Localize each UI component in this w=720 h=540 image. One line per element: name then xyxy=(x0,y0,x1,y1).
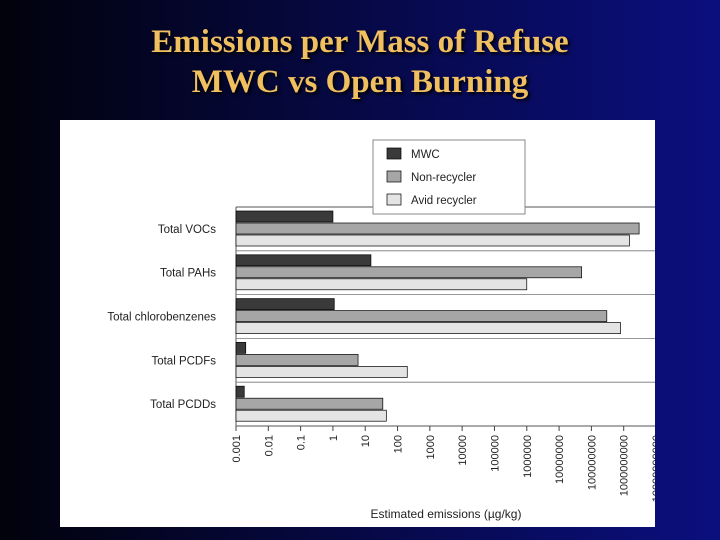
x-tick-label: 100000 xyxy=(489,435,501,472)
legend-label: MWC xyxy=(411,149,440,161)
emissions-bar-chart: Total VOCs Total PAHs Total chlorobenzenes… xyxy=(107,139,655,521)
category-label: Total VOCs xyxy=(158,224,216,236)
bar-non-recycler xyxy=(235,266,583,279)
x-tick-label: 0.1 xyxy=(296,435,308,450)
bar-mwc xyxy=(235,385,245,398)
bar-avid-recycler xyxy=(235,322,621,334)
x-tick-label: 0.01 xyxy=(263,435,275,456)
x-tick-label: 1000 xyxy=(425,435,437,459)
bar-avid-recycler xyxy=(235,366,408,378)
bar-non-recycler xyxy=(235,397,384,410)
x-tick-label: 0.001 xyxy=(231,435,243,463)
legend-swatch xyxy=(386,170,402,183)
bar-non-recycler xyxy=(235,310,608,322)
x-tick-label: 1 xyxy=(328,435,340,441)
x-tick-label: 10000 xyxy=(457,435,469,466)
slide-title-line-2: MWC vs Open Burning xyxy=(191,64,529,100)
x-tick-label: 100000000 xyxy=(586,435,598,490)
bar-mwc xyxy=(235,254,372,267)
bar-avid-recycler xyxy=(235,278,528,291)
legend-swatch xyxy=(386,193,402,206)
bar-mwc xyxy=(235,342,247,354)
legend-label: Non-recycler xyxy=(411,172,476,184)
x-axis-label: Estimated emissions (µg/kg) xyxy=(371,507,522,521)
category-label: Total PCDFs xyxy=(151,355,216,367)
bar-non-recycler xyxy=(235,222,640,235)
x-tick-label: 1000000000 xyxy=(619,435,631,496)
bar-mwc xyxy=(235,210,334,223)
legend-swatch xyxy=(386,147,402,160)
chart-panel: Total VOCs Total PAHs Total chlorobenzenes… xyxy=(60,120,655,527)
x-tick-label: 100 xyxy=(393,435,405,453)
x-tick-label: 10000000000 xyxy=(651,435,655,502)
category-label: Total PAHs xyxy=(160,268,216,280)
x-tick-label: 10000000 xyxy=(554,435,566,484)
category-label: Total chlorobenzenes xyxy=(107,312,216,324)
bar-avid-recycler xyxy=(235,234,630,247)
bar-mwc xyxy=(235,298,335,310)
bar-avid-recycler xyxy=(235,409,387,422)
bar-non-recycler xyxy=(235,354,359,366)
x-tick-label: 1000000 xyxy=(522,435,534,478)
slide-title: Emissions per Mass of Refuse MWC vs Open… xyxy=(0,22,720,102)
slide-title-line-1: Emissions per Mass of Refuse xyxy=(151,24,569,60)
legend-label: Avid recycler xyxy=(411,195,477,207)
category-label: Total PCDDs xyxy=(150,399,216,411)
x-tick-label: 10 xyxy=(360,435,372,447)
